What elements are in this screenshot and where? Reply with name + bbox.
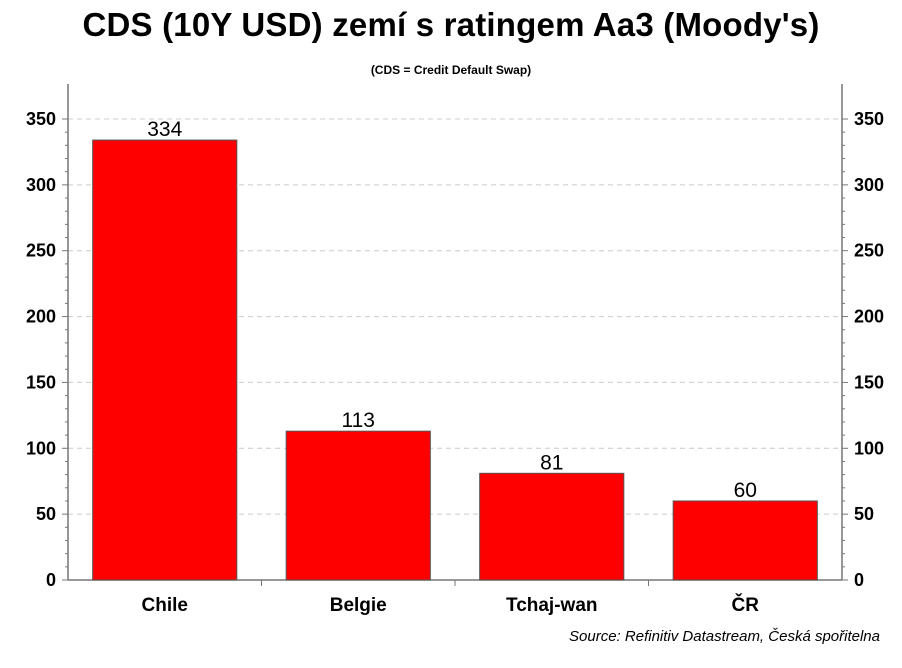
- chart-subtitle: (CDS = Credit Default Swap): [370, 63, 532, 77]
- x-tick-label: Chile: [142, 595, 188, 616]
- y-tick-label-left: 100: [26, 438, 56, 458]
- bars: [92, 139, 818, 581]
- x-tick-label: ČR: [732, 594, 760, 616]
- y-tick-label-right: 350: [854, 109, 884, 129]
- data-label: 113: [342, 409, 375, 432]
- labels: 0 0 50 50 100 100 150 150 200 200 250 250 300 300 350 3…: [26, 109, 884, 616]
- bar: [285, 430, 431, 581]
- y-tick-label-right: 0: [854, 570, 864, 590]
- y-tick-label-right: 150: [854, 372, 884, 392]
- chart-title: CDS (10Y USD) zemí s ratingem Aa3 (Moody…: [82, 6, 820, 43]
- bar: [672, 500, 818, 581]
- y-tick-label-right: 300: [854, 175, 884, 195]
- y-tick-label-left: 300: [26, 175, 56, 195]
- bar: [92, 139, 238, 581]
- bar: [479, 472, 625, 581]
- y-tick-label-left: 250: [26, 241, 56, 261]
- y-tick-label-right: 250: [854, 241, 884, 261]
- y-tick-label-left: 50: [36, 504, 56, 524]
- y-tick-label-right: 200: [854, 307, 884, 327]
- y-tick-label-left: 0: [46, 570, 56, 590]
- y-tick-label-left: 200: [26, 307, 56, 327]
- x-tick-label: Tchaj-wan: [506, 595, 598, 616]
- data-label: 81: [540, 451, 563, 474]
- y-tick-label-left: 350: [26, 109, 56, 129]
- y-tick-label-right: 100: [854, 438, 884, 458]
- y-tick-label-right: 50: [854, 504, 874, 524]
- x-tick-label: Belgie: [330, 595, 387, 616]
- y-tick-label-left: 150: [26, 372, 56, 392]
- chart-source: Source: Refinitiv Datastream, Česká spoř…: [569, 628, 880, 645]
- data-label: 60: [734, 479, 757, 502]
- data-label: 334: [147, 118, 182, 141]
